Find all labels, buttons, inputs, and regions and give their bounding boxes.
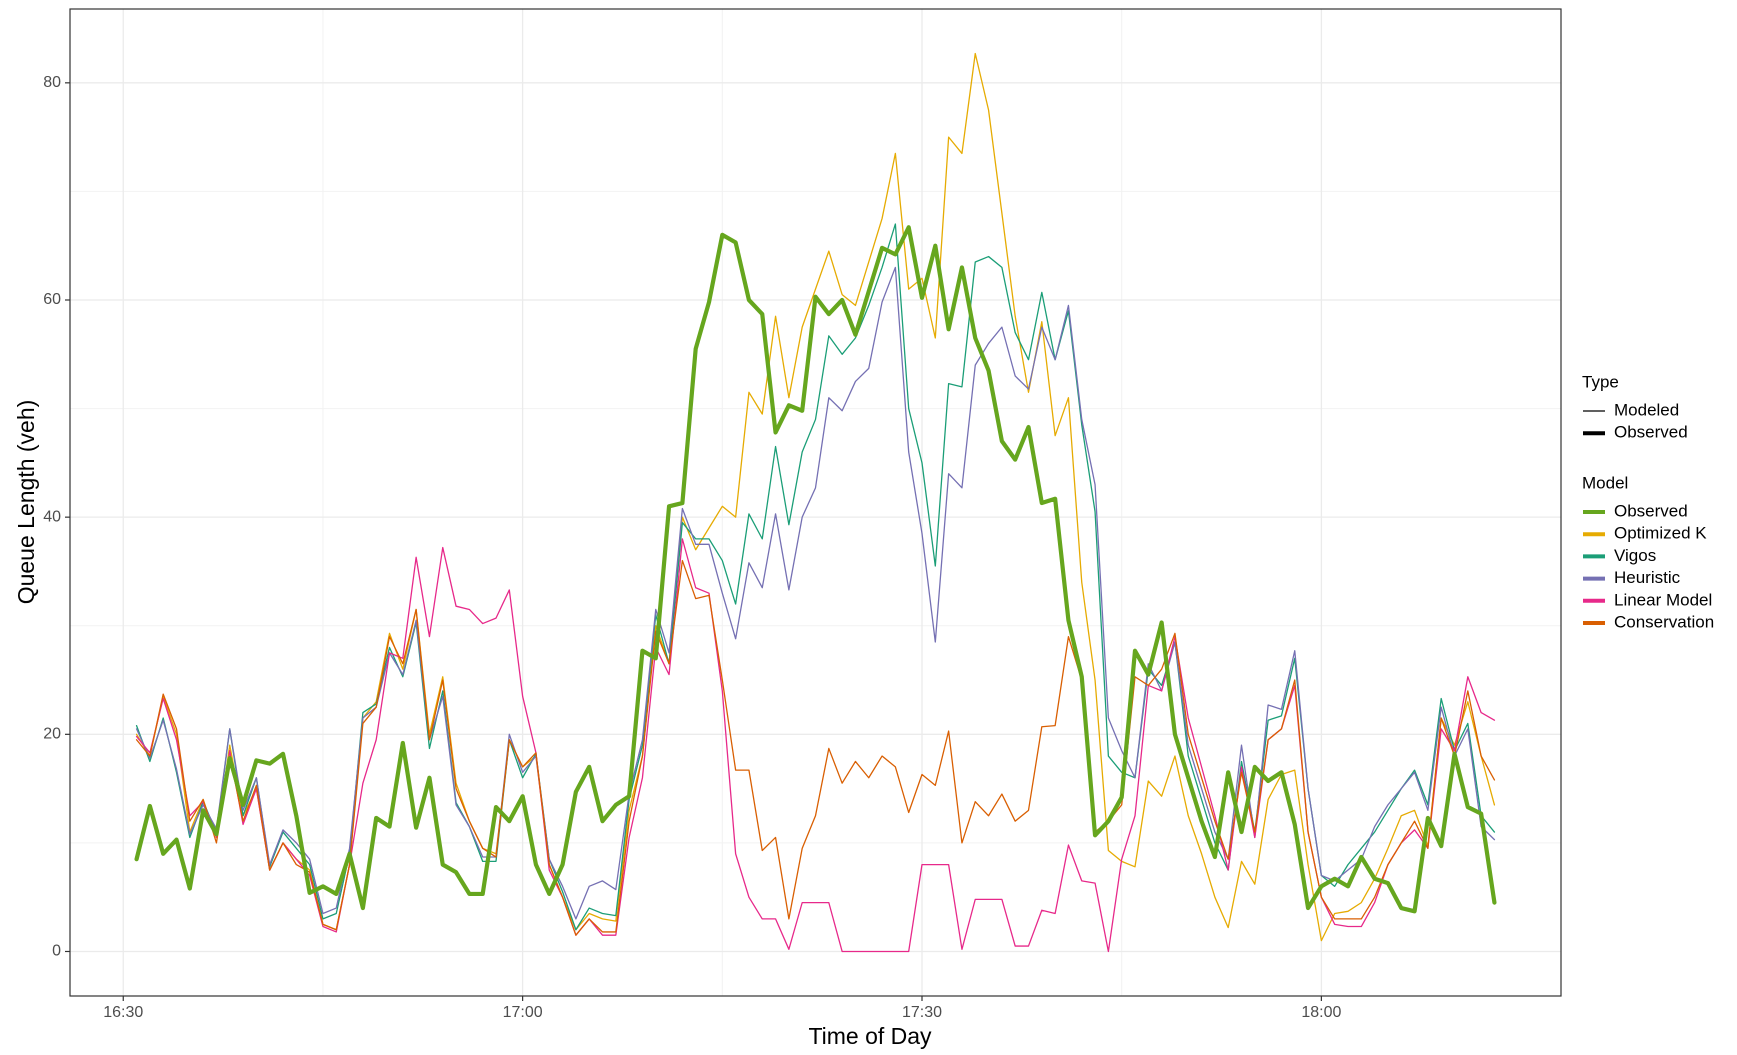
series-line <box>135 223 1496 931</box>
legend-title: Type <box>1582 372 1619 391</box>
series-line <box>134 225 1497 914</box>
y-tick-label: 20 <box>43 726 61 743</box>
legend-label: Conservation <box>1614 612 1714 631</box>
y-axis-title: Queue Length (veh) <box>13 400 39 605</box>
legend-label: Modeled <box>1614 400 1679 419</box>
legend-label: Observed <box>1614 423 1688 442</box>
series-line <box>135 559 1496 936</box>
legend-label: Heuristic <box>1614 568 1681 587</box>
legend-label: Optimized K <box>1614 524 1707 543</box>
plot-background <box>70 9 1561 996</box>
legend-label: Linear Model <box>1614 590 1712 609</box>
plot-border <box>69 8 1562 997</box>
legend-title: Model <box>1582 473 1628 492</box>
x-axis-title: Time of Day <box>808 1023 932 1049</box>
x-tick-label: 16:30 <box>103 1004 143 1021</box>
y-tick-label: 80 <box>43 74 61 91</box>
y-tick-label: 0 <box>52 943 61 960</box>
y-tick-label: 60 <box>43 291 61 308</box>
series-line <box>135 266 1496 920</box>
legend-label: Vigos <box>1614 546 1656 565</box>
x-tick-label: 17:30 <box>902 1004 942 1021</box>
legend-label: Observed <box>1614 501 1688 520</box>
x-tick-label: 18:00 <box>1301 1004 1341 1021</box>
x-tick-label: 17:00 <box>503 1004 543 1021</box>
y-tick-label: 40 <box>43 508 61 525</box>
